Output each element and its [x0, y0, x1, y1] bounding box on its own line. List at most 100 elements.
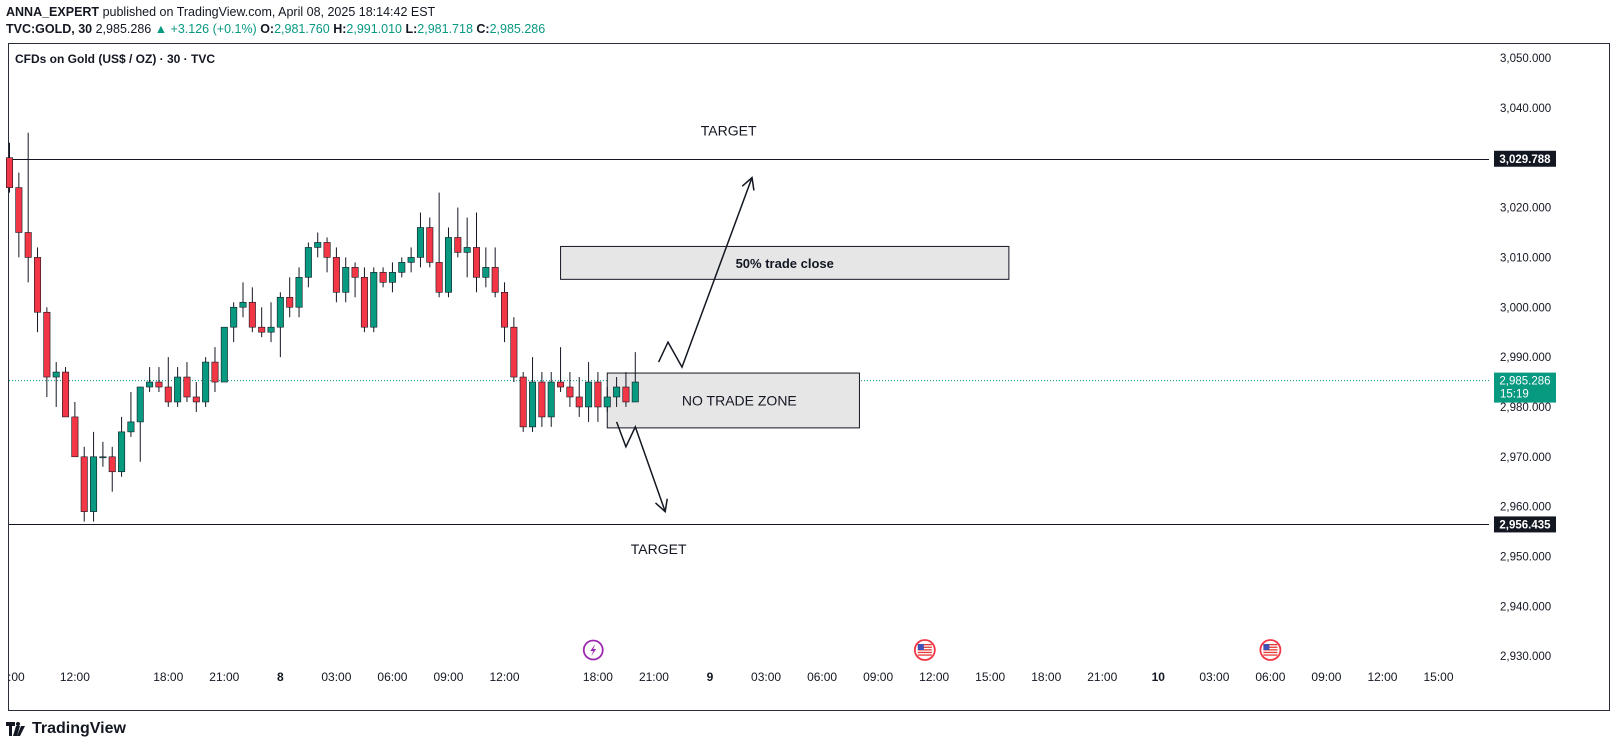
- price-tick-label: 3,020.000: [1500, 203, 1551, 215]
- time-tick-label: 8: [277, 670, 284, 684]
- candle-body: [622, 386, 630, 403]
- publish-text: published on TradingView.com, April 08, …: [102, 5, 436, 19]
- time-tick-label: 09:00: [433, 670, 463, 684]
- projection-path: [657, 177, 753, 369]
- candle-body: [6, 157, 14, 188]
- candle-body: [360, 277, 368, 328]
- candle-body: [90, 456, 98, 512]
- horizontal-lines: [9, 159, 1489, 525]
- candle-body: [510, 326, 518, 378]
- low-value: 2,981.718: [417, 22, 473, 36]
- candle-body: [174, 376, 182, 403]
- zone-box: [560, 245, 1010, 280]
- time-tick-label: 03:00: [1199, 670, 1229, 684]
- time-tick-label: 03:00: [321, 670, 351, 684]
- high-value: 2,991.010: [346, 22, 402, 36]
- last-price: 2,985.286: [95, 22, 152, 36]
- time-tick-label: 09:00: [863, 670, 893, 684]
- price-tick-label: 3,000.000: [1500, 302, 1551, 314]
- level-badge: [1494, 150, 1556, 167]
- open-label: O:: [260, 22, 275, 36]
- us-flag-icon: [1259, 639, 1282, 661]
- candle-body: [164, 386, 172, 403]
- time-tick-label: 21:00: [209, 670, 239, 684]
- candle-body: [230, 306, 238, 328]
- zone-label: 50% trade close: [736, 256, 834, 271]
- time-tick-label: 15:00: [1424, 670, 1454, 684]
- level-badge-label: 2,956.435: [1499, 519, 1551, 531]
- time-axis[interactable]: :00 12:00 18:00 21:00 8 03:00 06:00 09:00 12:00 1…: [8, 670, 1454, 684]
- high-label: H:: [333, 22, 347, 36]
- level-badge-label: 3,029.788: [1499, 154, 1551, 166]
- projection-path: [615, 421, 666, 512]
- publisher-name[interactable]: ANNA_EXPERT: [6, 5, 100, 19]
- tradingview-logo[interactable]: TradingView: [6, 720, 126, 738]
- candle-body: [426, 227, 434, 263]
- time-tick-label: 03:00: [751, 670, 781, 684]
- candle-body: [557, 381, 565, 388]
- legend-title: CFDs on Gold (US$ / OZ) · 30 · TVC: [15, 52, 215, 66]
- candle-body: [108, 456, 116, 473]
- candle-body: [603, 396, 611, 408]
- candle-body: [136, 386, 144, 423]
- candle-body: [258, 326, 266, 333]
- target-label: TARGET: [631, 541, 687, 557]
- arrow-head: [654, 498, 668, 514]
- candle-body: [99, 456, 107, 459]
- candle-body: [529, 381, 537, 428]
- candle-body: [220, 326, 228, 383]
- time-tick-label: 12:00: [60, 670, 90, 684]
- candle-body: [491, 267, 499, 293]
- candle-body: [435, 262, 443, 293]
- price-tick-label: 3,040.000: [1500, 103, 1551, 115]
- time-tick-label: 06:00: [1255, 670, 1285, 684]
- time-tick-label: 12:00: [1367, 670, 1397, 684]
- candle-body: [370, 272, 378, 328]
- time-tick-label: 15:00: [975, 670, 1005, 684]
- candle-body: [304, 247, 312, 278]
- price-tick-label: 2,950.000: [1500, 552, 1551, 564]
- candle-body: [575, 396, 583, 408]
- chart-frame: [8, 43, 1610, 711]
- candle-body: [538, 381, 546, 418]
- price-tick-label: 2,990.000: [1500, 352, 1551, 364]
- candle-body: [118, 431, 126, 473]
- candle-body: [351, 267, 359, 278]
- candle-body: [286, 296, 294, 308]
- close-value: 2,985.286: [489, 22, 546, 36]
- event-markers: [582, 639, 1282, 661]
- candle-body: [267, 326, 275, 333]
- time-tick-label: 18:00: [1031, 670, 1061, 684]
- candle-body: [463, 247, 471, 253]
- time-tick-label: 10: [1152, 670, 1166, 684]
- candles: [6, 132, 639, 522]
- low-label: L:: [405, 22, 418, 36]
- time-tick-label: 06:00: [377, 670, 407, 684]
- candle-body: [566, 386, 574, 398]
- time-tick-label: 9: [707, 670, 714, 684]
- price-axis[interactable]: 3,050.0003,040.0003,030.0003,020.0003,01…: [1494, 53, 1556, 663]
- candle-body: [472, 247, 480, 278]
- tv-logo-icon: [6, 722, 25, 736]
- candle-body: [127, 421, 135, 433]
- candle-body: [295, 277, 303, 308]
- open-value: 2,981.760: [274, 22, 330, 36]
- candle-body: [379, 272, 387, 283]
- time-tick-label: 06:00: [807, 670, 837, 684]
- time-tick-label: 21:00: [1087, 670, 1117, 684]
- symbol-ohlc: TVC:GOLD, 30 2,985.286 ▲ +3.126 (+0.1%) …: [6, 22, 545, 36]
- candle-body: [52, 371, 60, 378]
- candle-body: [239, 301, 247, 308]
- candle-body: [444, 237, 452, 293]
- candle-body: [276, 296, 284, 328]
- candle-body: [594, 381, 602, 408]
- countdown-label: 15:19: [1500, 389, 1529, 401]
- projection-paths: [615, 176, 755, 514]
- price-tick-label: 2,960.000: [1500, 502, 1551, 514]
- candle-body: [211, 361, 219, 383]
- time-tick-label: 18:00: [153, 670, 183, 684]
- lightning-icon: [582, 639, 604, 661]
- close-label: C:: [476, 22, 490, 36]
- candle-body: [202, 361, 210, 403]
